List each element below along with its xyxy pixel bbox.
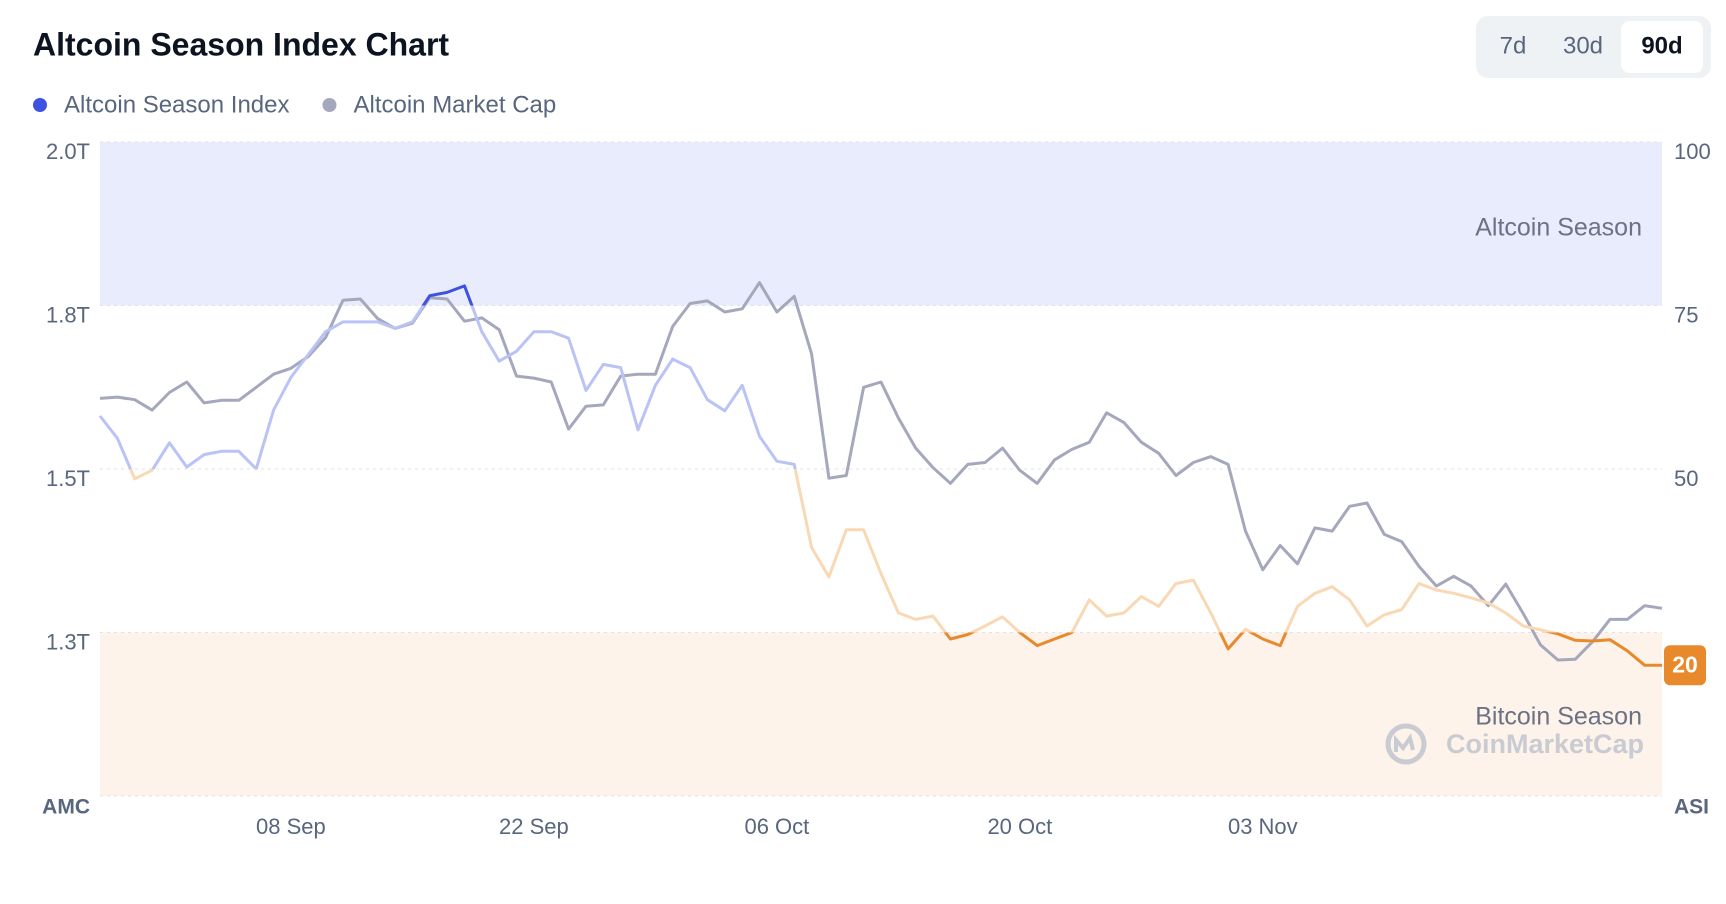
watermark-logo [1385, 723, 1427, 765]
plot: Altcoin Season Bitcoin SeasonCoinMarketCa… [42, 139, 1711, 839]
tab[interactable]: 7d [1500, 32, 1527, 59]
y-tick-label: 1.3T [46, 629, 90, 654]
logo-ring [1385, 723, 1427, 765]
legend-swatch [33, 98, 47, 112]
x-tick-label: 20 Oct [987, 814, 1052, 839]
y2-tick-label: 100 [1674, 139, 1711, 164]
y2-tick-label: 75 [1674, 302, 1698, 327]
y2-axis-label: ASI [1674, 796, 1709, 819]
y-axis-label: AMC [42, 796, 90, 819]
value-badge [1664, 645, 1706, 686]
y-tick-label: 2.0T [46, 139, 90, 164]
legend-label: Altcoin Market Cap [353, 91, 556, 118]
zone [100, 142, 1662, 306]
zone [100, 632, 1662, 796]
y2-tick-label: 50 [1674, 466, 1698, 491]
legend-swatch [322, 98, 337, 112]
x-tick-label: 08 Sep [256, 814, 326, 839]
logo-mark [1394, 733, 1415, 752]
chart-title: Altcoin Season Index Chart [33, 26, 449, 62]
legend: Altcoin Season Index Altcoin Market Cap [33, 91, 556, 118]
series-line [99, 281, 1663, 662]
tabs: 7d 30d 90d [1500, 21, 1703, 73]
y-tick-label: 1.8T [46, 302, 90, 327]
zone-label: Bitcoin Season [1475, 703, 1642, 731]
value-badge-label: 20 [1672, 651, 1698, 677]
tab[interactable]: 30d [1563, 32, 1603, 59]
tab-active-bg [1621, 21, 1703, 73]
watermark: CoinMarketCap [1446, 729, 1644, 759]
tab[interactable]: 90d [1641, 32, 1682, 59]
series-line [98, 284, 1662, 667]
zone-label: Altcoin Season [1475, 214, 1642, 242]
x-tick-label: 22 Sep [499, 814, 569, 839]
legend-label: Altcoin Season Index [64, 91, 289, 118]
y-tick-label: 1.5T [46, 466, 90, 491]
x-tick-label: 06 Oct [744, 814, 809, 839]
x-tick-label: 03 Nov [1228, 814, 1298, 839]
